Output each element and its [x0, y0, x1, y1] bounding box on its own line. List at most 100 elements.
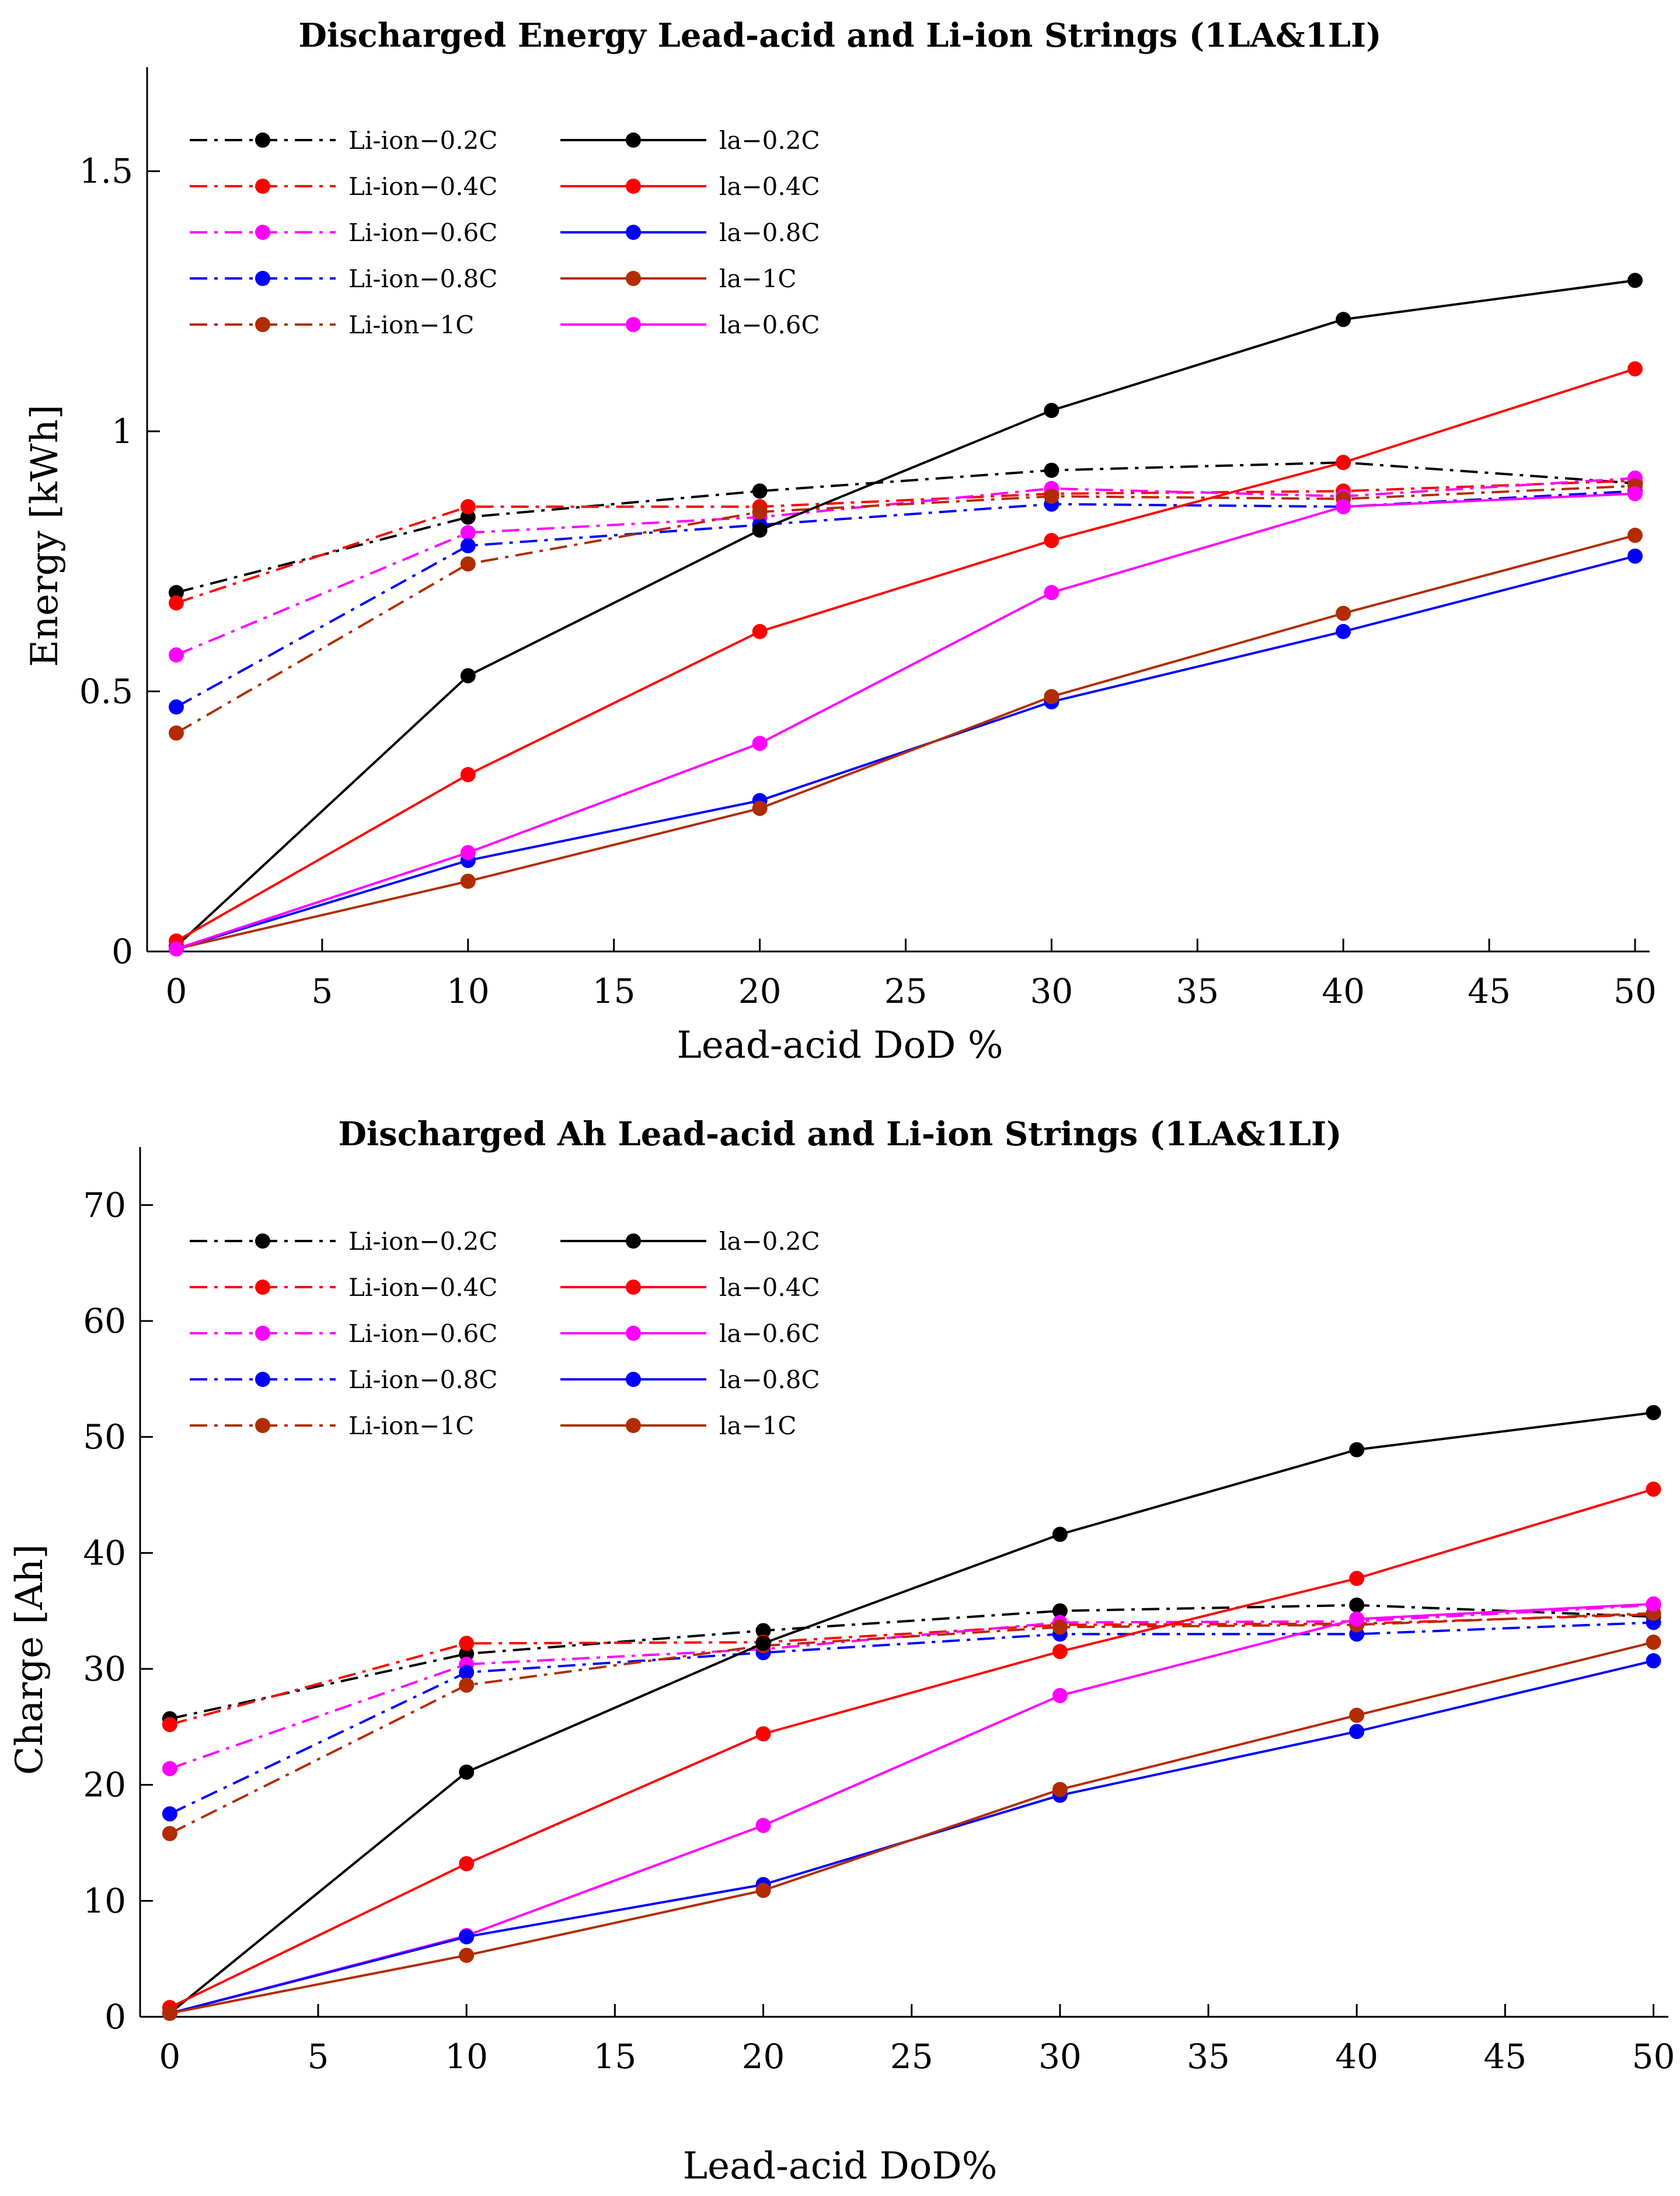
- y-tick-label: 1.5: [79, 151, 133, 191]
- legend-label: Li-ion−0.4C: [348, 1273, 497, 1302]
- legend-label: la−0.2C: [719, 126, 820, 155]
- data-point: [1336, 605, 1351, 621]
- legend-label: Li-ion−0.8C: [348, 1365, 497, 1394]
- x-tick-label: 5: [311, 971, 333, 1011]
- x-tick-label: 30: [1038, 2037, 1082, 2076]
- legend-item: Li-ion−0.4C: [190, 1273, 497, 1302]
- series-4: [162, 1615, 1661, 1822]
- series-line: [176, 490, 1636, 708]
- legend-marker: [626, 271, 641, 286]
- data-point: [459, 1929, 475, 1944]
- data-point: [1052, 1526, 1068, 1542]
- legend-label: la−0.8C: [719, 218, 820, 247]
- series-line: [169, 1621, 1654, 1815]
- data-point: [1349, 1571, 1365, 1587]
- charge-chart-xlabel: Lead-acid DoD%: [683, 2145, 998, 2188]
- x-tick-label: 10: [445, 2037, 488, 2076]
- series-4: [168, 483, 1643, 715]
- data-point: [1627, 548, 1643, 564]
- series-7: [168, 361, 1643, 949]
- legend-item: Li-ion−0.6C: [190, 218, 497, 247]
- legend-item: la−1C: [560, 264, 797, 293]
- data-point: [755, 1883, 771, 1898]
- legend-item: la−0.6C: [560, 311, 820, 339]
- legend-marker: [255, 1418, 270, 1433]
- series-10: [162, 1634, 1661, 2021]
- data-point: [1349, 1597, 1365, 1613]
- x-tick-label: 15: [593, 2037, 636, 2076]
- legend-marker: [626, 179, 641, 194]
- x-tick-label: 20: [742, 2037, 785, 2076]
- data-point: [1646, 1404, 1661, 1420]
- data-point: [168, 585, 184, 601]
- data-point: [1349, 1707, 1365, 1723]
- data-point: [1044, 403, 1059, 419]
- series-3: [162, 1597, 1661, 1776]
- y-tick-label: 0.5: [79, 671, 133, 711]
- legend-item: la−0.4C: [560, 172, 820, 201]
- data-point: [1044, 532, 1059, 548]
- data-point: [1336, 499, 1351, 515]
- data-point: [1052, 1619, 1068, 1635]
- legend-label: Li-ion−1C: [348, 1411, 474, 1440]
- charge-chart-ylabel: Charge [Ah]: [8, 1544, 51, 1775]
- y-tick-label: 1: [111, 412, 133, 451]
- data-point: [168, 699, 184, 715]
- data-point: [162, 1826, 177, 1842]
- data-point: [459, 1947, 475, 1963]
- y-tick-label: 60: [83, 1301, 126, 1341]
- x-tick-label: 20: [738, 971, 782, 1011]
- y-tick-label: 30: [83, 1649, 126, 1689]
- legend-marker: [255, 1280, 270, 1295]
- legend-item: la−0.8C: [560, 1365, 820, 1394]
- data-point: [752, 736, 768, 751]
- legend-label: Li-ion−0.6C: [348, 1319, 497, 1348]
- legend-marker: [255, 1372, 270, 1387]
- data-point: [1627, 486, 1643, 501]
- data-point: [459, 1646, 475, 1662]
- series-line: [169, 1604, 1654, 1720]
- x-tick-label: 0: [159, 2037, 180, 2076]
- series-line: [169, 1660, 1654, 2014]
- data-point: [459, 1856, 475, 1871]
- data-point: [459, 1664, 475, 1680]
- series-6: [168, 273, 1643, 954]
- legend-item: Li-ion−0.4C: [190, 172, 497, 201]
- data-point: [460, 509, 476, 525]
- x-tick-label: 0: [166, 971, 187, 1011]
- x-tick-label: 10: [447, 971, 490, 1011]
- legend-label: Li-ion−1C: [348, 311, 474, 339]
- energy-chart-xlabel: Lead-acid DoD %: [677, 1024, 1003, 1067]
- y-tick-label: 0: [111, 932, 133, 971]
- data-point: [162, 1806, 177, 1822]
- x-tick-label: 25: [890, 2037, 933, 2076]
- legend-marker: [626, 1280, 641, 1295]
- legend-marker: [626, 317, 641, 332]
- data-point: [1627, 273, 1643, 288]
- legend-marker: [626, 225, 641, 240]
- legend-item: Li-ion−0.2C: [190, 126, 497, 155]
- energy-chart-svg: Discharged Energy Lead-acid and Li-ion S…: [23, 16, 1657, 1067]
- energy-chart-title: Discharged Energy Lead-acid and Li-ion S…: [298, 16, 1381, 55]
- x-tick-label: 40: [1322, 971, 1365, 1011]
- series-5: [168, 478, 1643, 741]
- charge-chart-title: Discharged Ah Lead-acid and Li-ion Strin…: [338, 1115, 1341, 1153]
- data-point: [1044, 489, 1059, 504]
- legend-label: Li-ion−0.6C: [348, 218, 497, 247]
- data-point: [459, 1764, 475, 1780]
- data-point: [162, 2006, 177, 2021]
- y-tick-label: 20: [83, 1765, 126, 1805]
- series-line: [176, 534, 1636, 950]
- legend-label: la−0.6C: [719, 311, 820, 339]
- series-line: [169, 1613, 1654, 1726]
- data-point: [460, 525, 476, 541]
- legend-label: la−0.4C: [719, 172, 820, 201]
- series-1: [168, 455, 1643, 601]
- data-point: [1336, 623, 1351, 639]
- data-point: [460, 538, 476, 553]
- legend-marker: [626, 1233, 641, 1249]
- data-point: [168, 595, 184, 611]
- legend-item: la−0.8C: [560, 218, 820, 247]
- data-point: [162, 1761, 177, 1776]
- series-line: [169, 1612, 1654, 1835]
